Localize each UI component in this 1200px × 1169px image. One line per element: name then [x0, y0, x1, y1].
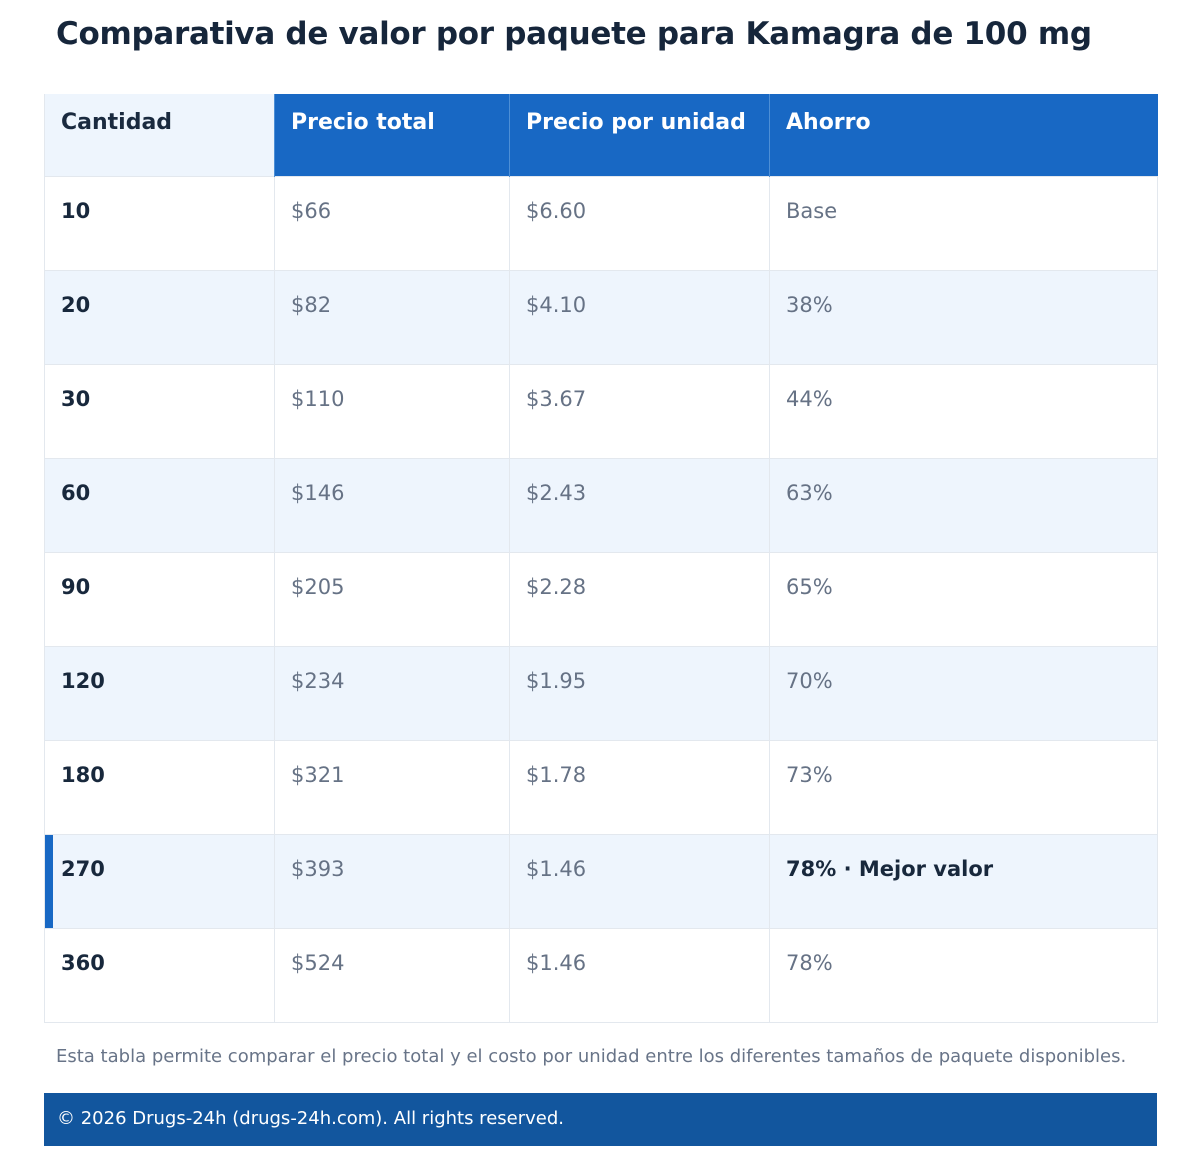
- total-price-cell: $393: [274, 833, 510, 929]
- unit-price-cell: $1.78: [509, 739, 770, 835]
- unit-price-cell: $2.43: [509, 457, 770, 553]
- quantity-cell: 20: [44, 269, 275, 365]
- header-quantity: Cantidad: [44, 94, 275, 176]
- header-unit-price: Precio por unidad: [509, 94, 770, 176]
- savings-cell: 44%: [769, 363, 1158, 459]
- total-price-cell: $66: [274, 175, 510, 271]
- package-comparison-table: Cantidad Precio total Precio por unidad …: [44, 94, 1158, 1023]
- savings-cell: 78%: [769, 927, 1158, 1023]
- total-price-cell: $321: [274, 739, 510, 835]
- header-total-price: Precio total: [274, 94, 510, 176]
- unit-price-cell: $2.28: [509, 551, 770, 647]
- header-savings: Ahorro: [769, 94, 1158, 176]
- quantity-cell: 90: [44, 551, 275, 647]
- quantity-cell: 30: [44, 363, 275, 459]
- quantity-cell: 180: [44, 739, 275, 835]
- unit-price-cell: $1.46: [509, 833, 770, 929]
- table-header-row: Cantidad Precio total Precio por unidad …: [44, 94, 1158, 176]
- total-price-cell: $82: [274, 269, 510, 365]
- table-row: 20 $82 $4.10 38%: [44, 269, 1158, 365]
- total-price-cell: $146: [274, 457, 510, 553]
- savings-cell: Base: [769, 175, 1158, 271]
- table-row: 90 $205 $2.28 65%: [44, 551, 1158, 647]
- unit-price-cell: $4.10: [509, 269, 770, 365]
- quantity-cell: 270: [44, 833, 275, 929]
- quantity-cell: 10: [44, 175, 275, 271]
- savings-cell: 38%: [769, 269, 1158, 365]
- unit-price-cell: $1.46: [509, 927, 770, 1023]
- total-price-cell: $234: [274, 645, 510, 741]
- savings-cell: 63%: [769, 457, 1158, 553]
- page-title: Comparativa de valor por paquete para Ka…: [56, 16, 1092, 52]
- table-row: 360 $524 $1.46 78%: [44, 927, 1158, 1023]
- table-row: 120 $234 $1.95 70%: [44, 645, 1158, 741]
- table-row: 10 $66 $6.60 Base: [44, 175, 1158, 271]
- savings-cell: 65%: [769, 551, 1158, 647]
- table-note: Esta tabla permite comparar el precio to…: [56, 1046, 1127, 1067]
- unit-price-cell: $3.67: [509, 363, 770, 459]
- quantity-cell: 360: [44, 927, 275, 1023]
- table-row: 30 $110 $3.67 44%: [44, 363, 1158, 459]
- savings-cell: 73%: [769, 739, 1158, 835]
- total-price-cell: $524: [274, 927, 510, 1023]
- quantity-cell: 120: [44, 645, 275, 741]
- table-row: 180 $321 $1.78 73%: [44, 739, 1158, 835]
- quantity-cell: 60: [44, 457, 275, 553]
- savings-cell: 70%: [769, 645, 1158, 741]
- table-row: 60 $146 $2.43 63%: [44, 457, 1158, 553]
- unit-price-cell: $1.95: [509, 645, 770, 741]
- unit-price-cell: $6.60: [509, 175, 770, 271]
- copyright-text: © 2026 Drugs-24h (drugs-24h.com). All ri…: [57, 1108, 564, 1129]
- total-price-cell: $205: [274, 551, 510, 647]
- total-price-cell: $110: [274, 363, 510, 459]
- best-value-row: 270 $393 $1.46 78% · Mejor valor: [44, 833, 1158, 929]
- site-footer: © 2026 Drugs-24h (drugs-24h.com). All ri…: [44, 1093, 1157, 1146]
- best-value-savings-cell: 78% · Mejor valor: [769, 833, 1158, 929]
